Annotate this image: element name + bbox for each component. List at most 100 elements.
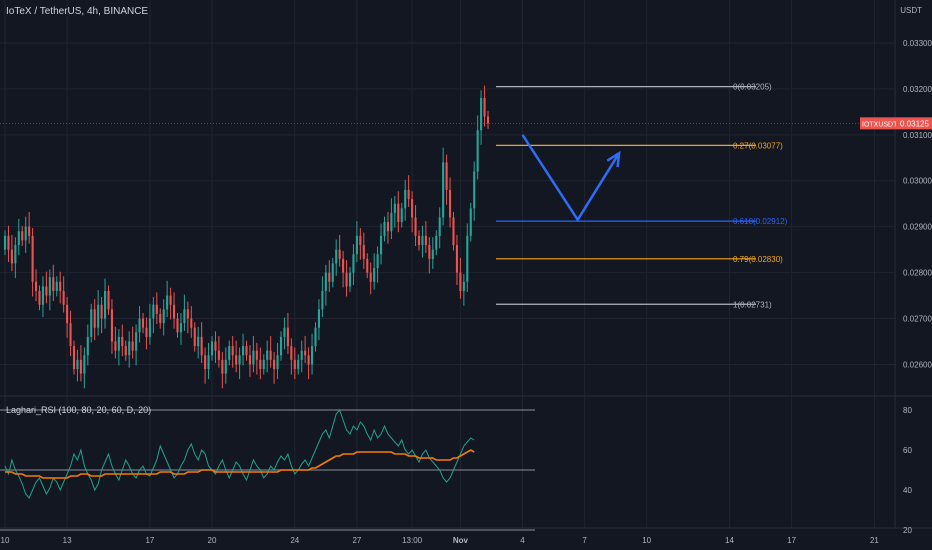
candle-body [411, 199, 414, 218]
time-tick-label: 7 [582, 536, 587, 545]
rsi-tick-label: 40 [903, 486, 912, 495]
candle-body [335, 249, 338, 264]
candle-body [407, 189, 410, 200]
candle-body [145, 327, 148, 337]
fibonacci-retracement[interactable]: 0(0.03205) 0.27(0.03077) 0.618(0.02912) 0.7… [496, 83, 788, 310]
candle-body [452, 217, 455, 246]
candle-body [266, 350, 269, 360]
candle-body [290, 346, 293, 360]
candle-body [14, 245, 17, 264]
time-tick-label: 24 [290, 536, 299, 545]
rsi-slow-line [5, 449, 475, 479]
candle-body [3, 235, 7, 250]
candle-body [55, 281, 58, 291]
projection-arrow[interactable] [521, 134, 621, 223]
candle-body [276, 355, 279, 370]
candle-body [135, 332, 138, 351]
candle-body [424, 235, 427, 246]
time-axis[interactable]: 10 13 17 20 24 27 13:00 Nov 4 7 10 14 17 21 [1, 536, 880, 545]
currency-label: USDT [900, 6, 922, 15]
candle-body [207, 355, 210, 370]
candle-body [169, 295, 172, 305]
symbol-tag: IOTXUSDT [862, 121, 898, 128]
time-tick-label: 14 [725, 536, 734, 545]
fib-level-label: 0.618(0.02912) [733, 217, 788, 226]
candle-body [269, 350, 272, 360]
candle-body [386, 222, 389, 232]
candle-body [317, 309, 320, 328]
candle-body [459, 272, 462, 291]
candle-body [224, 359, 227, 374]
candle-body [262, 359, 265, 370]
candle-body [10, 249, 13, 264]
candle-body [159, 313, 162, 324]
candle-body [173, 304, 176, 319]
grid-lines [0, 0, 932, 529]
candle-body [131, 341, 134, 351]
time-tick-label: 17 [145, 536, 154, 545]
candle-body [431, 249, 434, 259]
candle-body [100, 304, 103, 319]
symbol-title[interactable]: IoTeX / TetherUS, 4h, BINANCE [6, 6, 149, 17]
rsi-tick-label: 60 [903, 446, 912, 455]
candle-body [66, 304, 69, 324]
candle-body [179, 323, 182, 333]
candle-body [86, 336, 89, 356]
candle-body [462, 281, 465, 291]
candle-body [362, 245, 365, 259]
price-axis[interactable]: 0.03300 0.03200 0.03100 0.03000 0.02900 0.028… [903, 39, 932, 535]
candle-body [345, 272, 348, 287]
candle-body [228, 346, 231, 360]
candle-body [48, 277, 51, 296]
candle-body [176, 318, 179, 333]
fib-level-label: 1(0.02731) [733, 300, 772, 309]
candle-body [480, 98, 483, 131]
time-tick-label: 13 [63, 536, 72, 545]
projection-arrowhead [606, 150, 621, 168]
price-tick-label: 0.03200 [903, 85, 932, 94]
candle-body [197, 336, 200, 347]
candle-body [455, 245, 458, 273]
candle-body [128, 341, 131, 356]
candle-body [255, 350, 258, 360]
indicator-title[interactable]: Laghari_RSI (100, 80, 20, 60, D, 20) [6, 405, 152, 415]
candle-body [183, 309, 186, 324]
candle-body [221, 359, 224, 374]
candle-body [283, 327, 286, 337]
candle-body [152, 304, 155, 319]
candle-body [83, 355, 86, 374]
candle-body [35, 281, 38, 291]
candle-body [235, 355, 238, 365]
price-tick-label: 0.02600 [903, 360, 932, 369]
candle-body [17, 231, 20, 246]
candle-body [486, 116, 490, 124]
price-tick-label: 0.02700 [903, 315, 932, 324]
candle-body [193, 327, 196, 347]
candle-body [62, 290, 65, 305]
candle-body [242, 346, 245, 356]
time-tick-label: 10 [1, 536, 10, 545]
fib-level-label: 0.79(0.02830) [733, 255, 783, 264]
candle-body [155, 304, 158, 314]
last-price-tag-bg [896, 117, 932, 130]
candle-body [245, 346, 248, 356]
price-tick-label: 0.02900 [903, 223, 932, 232]
candle-body [355, 235, 358, 255]
last-price-tag: 0.03125 [900, 119, 929, 128]
candle-body [41, 286, 44, 305]
candle-body [38, 290, 41, 305]
candle-body [104, 290, 107, 319]
candle-body [449, 189, 452, 218]
candle-body [45, 286, 48, 296]
candle-body [231, 346, 234, 356]
fib-level-label: 0.27(0.03077) [733, 141, 783, 150]
price-tick-label: 0.03300 [903, 39, 932, 48]
candle-body [383, 222, 386, 236]
candle-body [307, 355, 310, 365]
candle-body [7, 235, 10, 250]
candle-body [321, 290, 324, 310]
time-tick-label: 27 [352, 536, 361, 545]
candle-body [214, 341, 217, 351]
candle-body [138, 318, 141, 333]
